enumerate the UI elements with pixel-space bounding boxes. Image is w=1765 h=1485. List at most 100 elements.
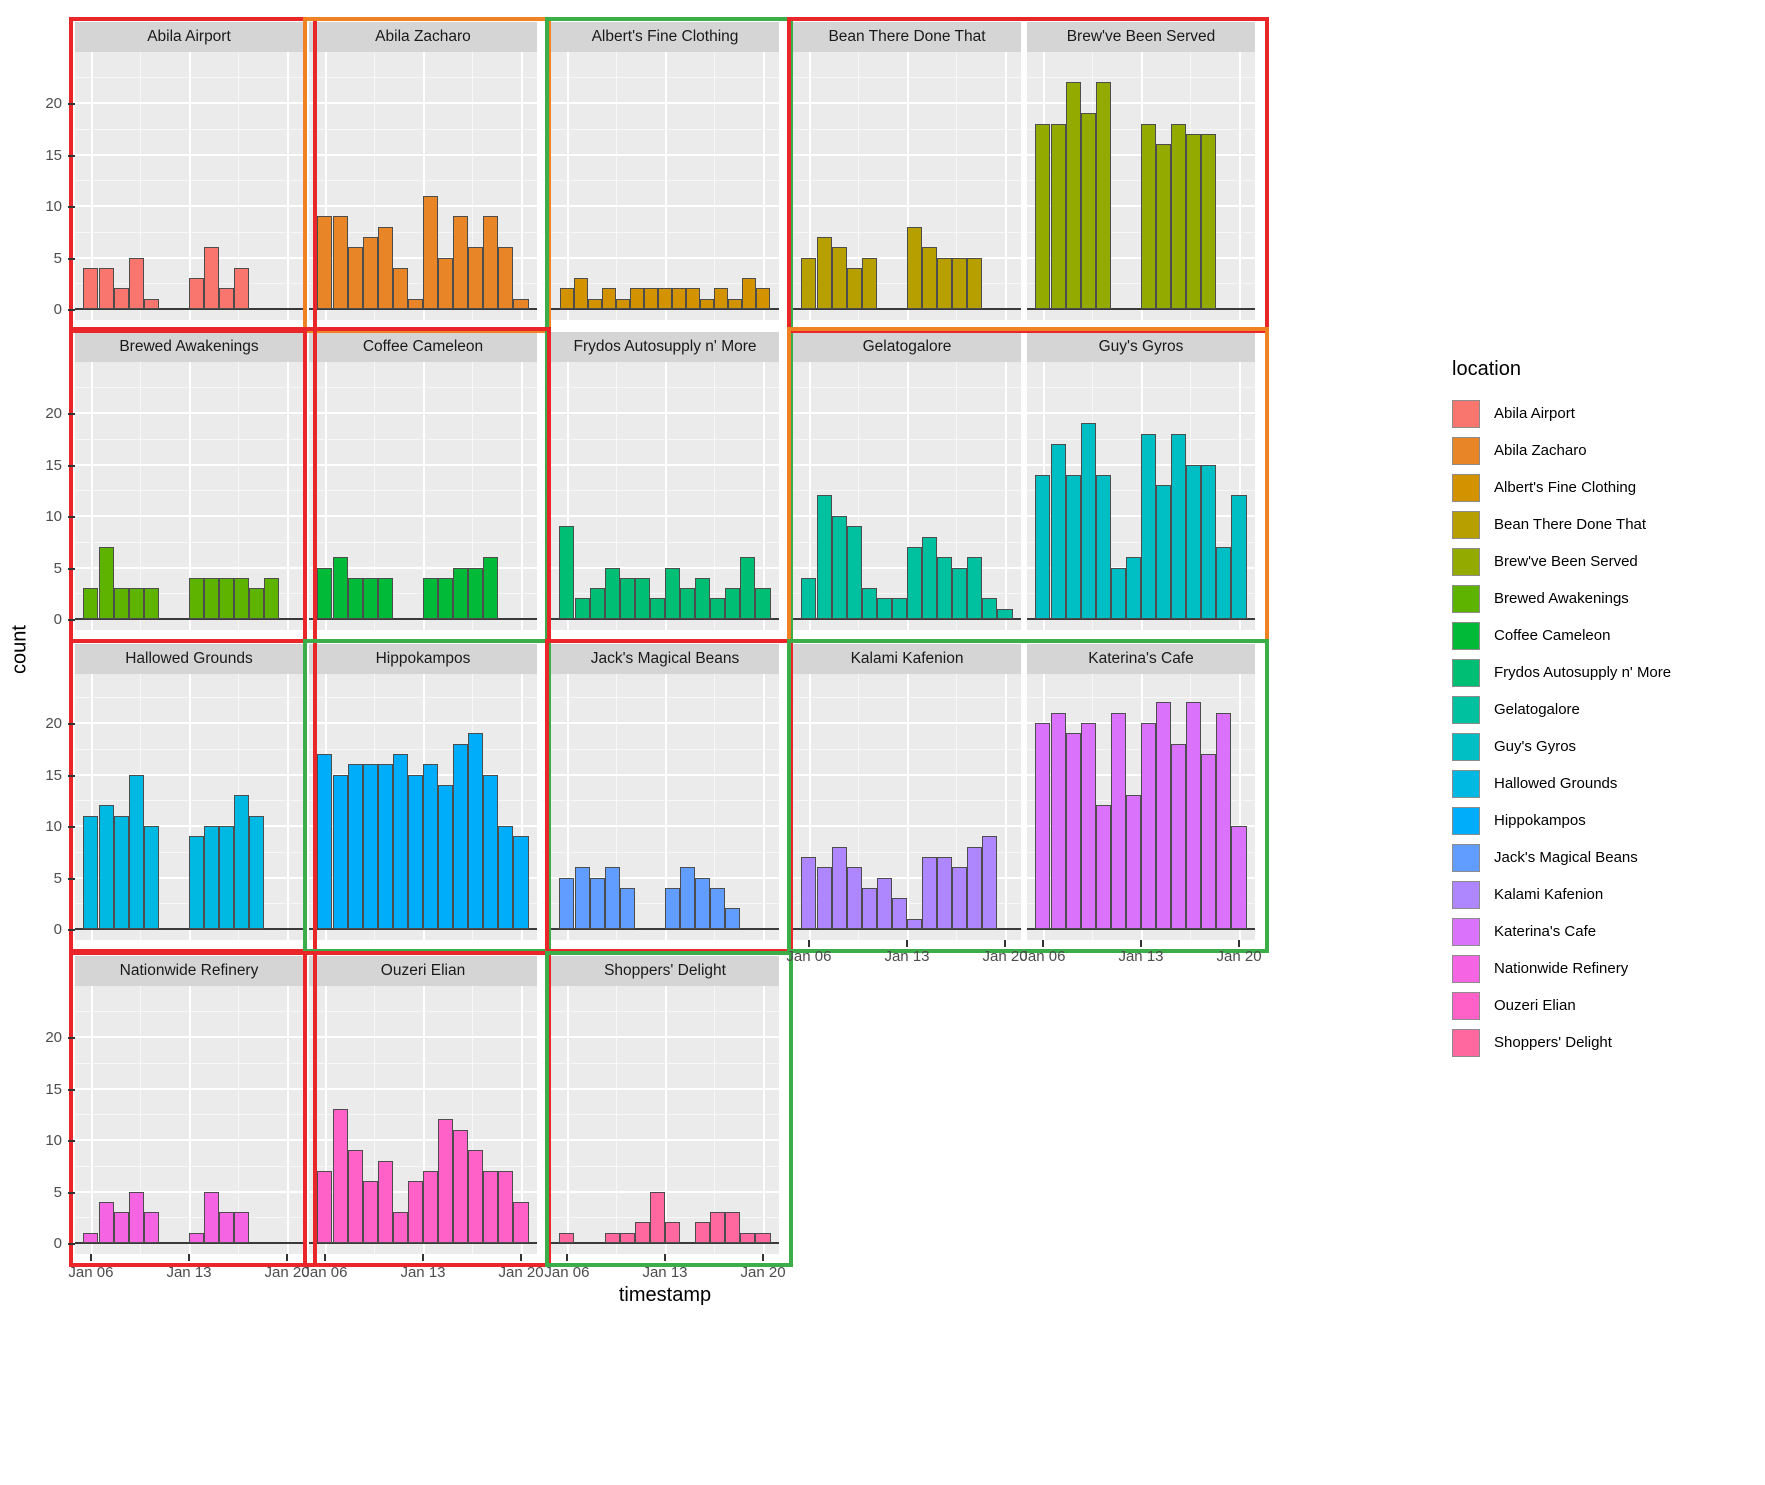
bar-shoppers-delight-day12 bbox=[740, 1232, 756, 1243]
legend-item-shoppers-delight: Shoppers' Delight bbox=[1452, 1029, 1752, 1059]
legend-label-hippokampos: Hippokampos bbox=[1494, 812, 1586, 829]
x-tick-label-col2-2: Jan 20 bbox=[498, 1264, 544, 1281]
bar-ouzeri-elian-day2 bbox=[347, 1150, 363, 1243]
bar-hallowed-grounds-day11 bbox=[249, 815, 265, 929]
facet-title: Hallowed Grounds bbox=[125, 650, 253, 667]
x-tick-mark bbox=[664, 1254, 666, 1261]
bar-hippokampos-day10 bbox=[468, 733, 484, 929]
bar-frydos-autosupply-day9 bbox=[695, 577, 711, 619]
bar-abila-airport-day0 bbox=[83, 267, 99, 309]
x-tick-mark bbox=[422, 1254, 424, 1261]
y-tick-label-row4-5: 5 bbox=[53, 1183, 62, 1201]
bar-kalami-kafenion-day5 bbox=[876, 877, 892, 929]
bar-bean-there-done-that-day8 bbox=[922, 247, 938, 309]
legend-swatch-abila-zacharo bbox=[1452, 437, 1480, 465]
y-tick-mark bbox=[68, 309, 75, 311]
x-tick-label-col4-0: Jan 06 bbox=[786, 948, 832, 965]
gridline-major bbox=[1005, 362, 1008, 630]
bar-katerinas-cafe-day0 bbox=[1035, 723, 1051, 929]
gridline-minor bbox=[956, 52, 958, 320]
gridline-minor bbox=[238, 986, 240, 1254]
bar-brewed-awakenings-day8 bbox=[204, 577, 220, 619]
facet-panel-guys-gyros bbox=[1027, 362, 1255, 630]
bar-coffee-cameleon-day9 bbox=[453, 567, 469, 619]
x-tick-label-col2-1: Jan 13 bbox=[400, 1264, 446, 1281]
bar-coffee-cameleon-day4 bbox=[377, 577, 393, 619]
legend-swatch-ouzeri-elian bbox=[1452, 992, 1480, 1020]
legend-item-guys-gyros: Guy's Gyros bbox=[1452, 733, 1752, 763]
bar-nationwide-refinery-day4 bbox=[143, 1212, 159, 1243]
y-tick-label-row3-15: 15 bbox=[45, 766, 62, 784]
bar-katerinas-cafe-day9 bbox=[1171, 743, 1187, 929]
bar-coffee-cameleon-day1 bbox=[332, 557, 348, 619]
facet-panel-nationwide-refinery bbox=[75, 986, 303, 1254]
bar-kalami-kafenion-day0 bbox=[801, 856, 817, 929]
gridline-major bbox=[90, 986, 93, 1254]
bar-alberts-fine-clothing-day8 bbox=[672, 288, 686, 309]
axis-baseline bbox=[1027, 928, 1255, 930]
gridline-minor bbox=[139, 986, 141, 1254]
facet-strip-hallowed-grounds: Hallowed Grounds bbox=[75, 644, 303, 674]
gridline-minor bbox=[472, 362, 474, 630]
bar-bean-there-done-that-day0 bbox=[801, 257, 817, 309]
x-tick-label-col1-0: Jan 06 bbox=[68, 1264, 114, 1281]
facet-panel-abila-airport bbox=[75, 52, 303, 320]
bar-hippokampos-day3 bbox=[362, 764, 378, 929]
legend-item-gelatogalore: Gelatogalore bbox=[1452, 696, 1752, 726]
axis-baseline bbox=[551, 1242, 779, 1244]
bar-abila-zacharo-day5 bbox=[392, 267, 408, 309]
bar-frydos-autosupply-day10 bbox=[710, 598, 726, 619]
bar-alberts-fine-clothing-day4 bbox=[615, 298, 630, 309]
bar-gelatogalore-day11 bbox=[967, 557, 983, 619]
gridline-major bbox=[907, 362, 909, 630]
axis-baseline bbox=[1027, 618, 1255, 620]
bar-brewed-awakenings-day0 bbox=[83, 588, 99, 619]
facet-strip-abila-zacharo: Abila Zacharo bbox=[309, 22, 537, 52]
bar-alberts-fine-clothing-day9 bbox=[686, 288, 700, 309]
legend-item-frydos-autosupply: Frydos Autosupply n' More bbox=[1452, 659, 1752, 689]
y-tick-mark bbox=[68, 413, 75, 415]
y-tick-mark bbox=[68, 1037, 75, 1039]
facet-title: Frydos Autosupply n' More bbox=[573, 338, 757, 355]
gridline-major bbox=[324, 986, 327, 1254]
legend-label-bean-there-done-that: Bean There Done That bbox=[1494, 516, 1647, 533]
bar-abila-zacharo-day4 bbox=[377, 226, 393, 309]
axis-baseline bbox=[551, 308, 779, 310]
bar-kalami-kafenion-day4 bbox=[861, 887, 877, 929]
facet-title: Abila Zacharo bbox=[375, 28, 471, 45]
facet-strip-bean-there-done-that: Bean There Done That bbox=[793, 22, 1021, 52]
bar-brewve-been-served-day4 bbox=[1095, 82, 1111, 309]
x-tick-mark bbox=[286, 1254, 289, 1261]
bar-katerinas-cafe-day12 bbox=[1216, 712, 1232, 929]
facet-title: Kalami Kafenion bbox=[850, 650, 964, 667]
gridline-major bbox=[521, 362, 524, 630]
bar-brewve-been-served-day0 bbox=[1035, 123, 1051, 309]
legend-swatch-brewve-been-served bbox=[1452, 548, 1480, 576]
bar-shoppers-delight-day9 bbox=[695, 1222, 711, 1243]
y-tick-mark bbox=[68, 257, 75, 260]
y-tick-label-row4-10: 10 bbox=[45, 1132, 62, 1149]
y-tick-mark bbox=[68, 826, 75, 828]
bar-frydos-autosupply-day0 bbox=[559, 526, 575, 619]
bar-katerinas-cafe-day4 bbox=[1095, 805, 1111, 929]
gridline-minor bbox=[857, 674, 859, 940]
facet-panel-gelatogalore bbox=[793, 362, 1021, 630]
bar-brewve-been-served-day1 bbox=[1050, 123, 1066, 309]
bar-abila-zacharo-day8 bbox=[438, 257, 454, 309]
bar-guys-gyros-day11 bbox=[1201, 464, 1217, 619]
bar-hippokampos-day12 bbox=[498, 826, 514, 929]
facet-panel-coffee-cameleon bbox=[309, 362, 537, 630]
legend-label-hallowed-grounds: Hallowed Grounds bbox=[1494, 775, 1618, 792]
gridline-minor bbox=[472, 986, 474, 1254]
bar-nationwide-refinery-day2 bbox=[113, 1212, 129, 1243]
bar-katerinas-cafe-day13 bbox=[1231, 826, 1247, 929]
bar-abila-zacharo-day10 bbox=[468, 247, 484, 309]
facet-panel-hallowed-grounds bbox=[75, 674, 303, 940]
bar-brewve-been-served-day10 bbox=[1186, 133, 1202, 309]
y-tick-label-row2-15: 15 bbox=[45, 456, 62, 474]
bar-bean-there-done-that-day9 bbox=[937, 257, 953, 309]
x-tick-label-col3-1: Jan 13 bbox=[642, 1264, 688, 1281]
bar-shoppers-delight-day6 bbox=[649, 1191, 665, 1243]
bar-jacks-magical-beans-day11 bbox=[725, 908, 741, 929]
bar-ouzeri-elian-day13 bbox=[513, 1201, 529, 1243]
